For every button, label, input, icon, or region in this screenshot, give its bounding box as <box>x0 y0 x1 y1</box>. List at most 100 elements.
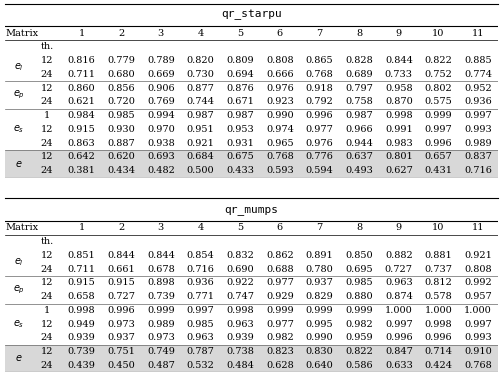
Text: th.: th. <box>40 42 53 52</box>
Text: 0.959: 0.959 <box>346 334 373 343</box>
Text: 0.998: 0.998 <box>425 320 452 329</box>
Text: 0.751: 0.751 <box>107 347 135 356</box>
Text: 0.938: 0.938 <box>147 139 175 148</box>
Text: 1.000: 1.000 <box>425 306 452 315</box>
Text: 0.877: 0.877 <box>187 84 214 93</box>
Text: 0.851: 0.851 <box>68 251 96 260</box>
Text: 0.973: 0.973 <box>147 334 175 343</box>
Text: $e$: $e$ <box>15 159 22 169</box>
Text: 0.998: 0.998 <box>385 111 412 120</box>
Text: 5: 5 <box>237 223 243 232</box>
Text: 0.963: 0.963 <box>385 278 412 287</box>
Text: 24: 24 <box>41 97 53 106</box>
Text: 0.738: 0.738 <box>226 347 254 356</box>
Text: 0.657: 0.657 <box>425 152 452 161</box>
Text: 12: 12 <box>41 125 53 134</box>
Text: 0.996: 0.996 <box>425 334 452 343</box>
Text: 0.829: 0.829 <box>306 292 333 301</box>
Text: 0.863: 0.863 <box>68 139 96 148</box>
Text: 0.906: 0.906 <box>147 84 175 93</box>
Text: 0.937: 0.937 <box>305 278 333 287</box>
Text: 1.000: 1.000 <box>464 306 492 315</box>
Bar <box>5 164 498 177</box>
Text: 0.820: 0.820 <box>187 56 214 65</box>
Text: 0.727: 0.727 <box>385 265 413 274</box>
Text: qr_starpu: qr_starpu <box>221 10 282 20</box>
Text: 0.816: 0.816 <box>68 56 96 65</box>
Text: 0.797: 0.797 <box>345 84 373 93</box>
Text: 5: 5 <box>237 29 243 38</box>
Text: 0.801: 0.801 <box>385 152 412 161</box>
Text: 0.865: 0.865 <box>306 56 333 65</box>
Text: 0.737: 0.737 <box>425 265 453 274</box>
Text: 12: 12 <box>41 84 53 93</box>
Text: 12: 12 <box>41 56 53 65</box>
Text: 0.982: 0.982 <box>266 334 294 343</box>
Text: 0.874: 0.874 <box>385 292 413 301</box>
Text: $e_p$: $e_p$ <box>13 284 25 296</box>
Text: 0.949: 0.949 <box>68 320 96 329</box>
Text: 0.985: 0.985 <box>187 320 214 329</box>
Text: 0.640: 0.640 <box>306 361 333 370</box>
Text: 0.973: 0.973 <box>107 320 135 329</box>
Text: $e_s$: $e_s$ <box>13 318 24 330</box>
Text: 0.952: 0.952 <box>464 84 492 93</box>
Text: 0.870: 0.870 <box>385 97 412 106</box>
Text: 0.999: 0.999 <box>425 111 452 120</box>
Text: 0.823: 0.823 <box>266 347 294 356</box>
Text: 0.484: 0.484 <box>226 361 254 370</box>
Text: 0.789: 0.789 <box>147 56 175 65</box>
Text: 0.688: 0.688 <box>266 265 294 274</box>
Text: 0.693: 0.693 <box>147 152 175 161</box>
Text: 0.977: 0.977 <box>266 320 294 329</box>
Text: 0.424: 0.424 <box>425 361 453 370</box>
Text: 0.780: 0.780 <box>306 265 333 274</box>
Text: 24: 24 <box>41 166 53 175</box>
Text: 0.434: 0.434 <box>107 166 135 175</box>
Text: 0.929: 0.929 <box>266 292 294 301</box>
Text: 0.997: 0.997 <box>464 320 492 329</box>
Text: 0.921: 0.921 <box>464 251 492 260</box>
Text: 0.832: 0.832 <box>226 251 254 260</box>
Text: 0.997: 0.997 <box>385 320 412 329</box>
Text: 0.958: 0.958 <box>385 84 412 93</box>
Text: 0.991: 0.991 <box>385 125 412 134</box>
Text: 0.844: 0.844 <box>107 251 135 260</box>
Text: 24: 24 <box>41 70 53 79</box>
Text: 0.694: 0.694 <box>226 70 254 79</box>
Text: 0.999: 0.999 <box>147 306 175 315</box>
Text: 11: 11 <box>472 29 484 38</box>
Text: 9: 9 <box>396 223 402 232</box>
Text: 0.690: 0.690 <box>226 265 254 274</box>
Text: 0.850: 0.850 <box>346 251 373 260</box>
Text: 0.593: 0.593 <box>266 166 294 175</box>
Text: 0.993: 0.993 <box>464 125 492 134</box>
Text: 0.680: 0.680 <box>108 70 135 79</box>
Text: 0.987: 0.987 <box>345 111 373 120</box>
Text: 0.987: 0.987 <box>187 111 214 120</box>
Text: 0.976: 0.976 <box>306 139 333 148</box>
Text: 0.747: 0.747 <box>226 292 254 301</box>
Text: 0.711: 0.711 <box>67 265 96 274</box>
Text: 0.752: 0.752 <box>425 70 452 79</box>
Text: 0.915: 0.915 <box>68 125 96 134</box>
Text: 0.996: 0.996 <box>385 334 412 343</box>
Text: 0.771: 0.771 <box>187 292 214 301</box>
Text: 4: 4 <box>197 29 204 38</box>
Text: 0.628: 0.628 <box>266 361 294 370</box>
Text: 7: 7 <box>316 29 322 38</box>
Text: 0.921: 0.921 <box>187 139 214 148</box>
Text: 0.716: 0.716 <box>464 166 492 175</box>
Text: 0.774: 0.774 <box>464 70 492 79</box>
Text: 0.930: 0.930 <box>107 125 135 134</box>
Text: 12: 12 <box>41 278 53 287</box>
Text: 0.985: 0.985 <box>108 111 135 120</box>
Text: 3: 3 <box>158 223 164 232</box>
Text: 1: 1 <box>44 111 50 120</box>
Text: 0.984: 0.984 <box>68 111 96 120</box>
Text: 0.808: 0.808 <box>266 56 294 65</box>
Text: 0.482: 0.482 <box>147 166 175 175</box>
Text: 0.532: 0.532 <box>187 361 214 370</box>
Text: 0.915: 0.915 <box>68 278 96 287</box>
Text: 0.433: 0.433 <box>226 166 254 175</box>
